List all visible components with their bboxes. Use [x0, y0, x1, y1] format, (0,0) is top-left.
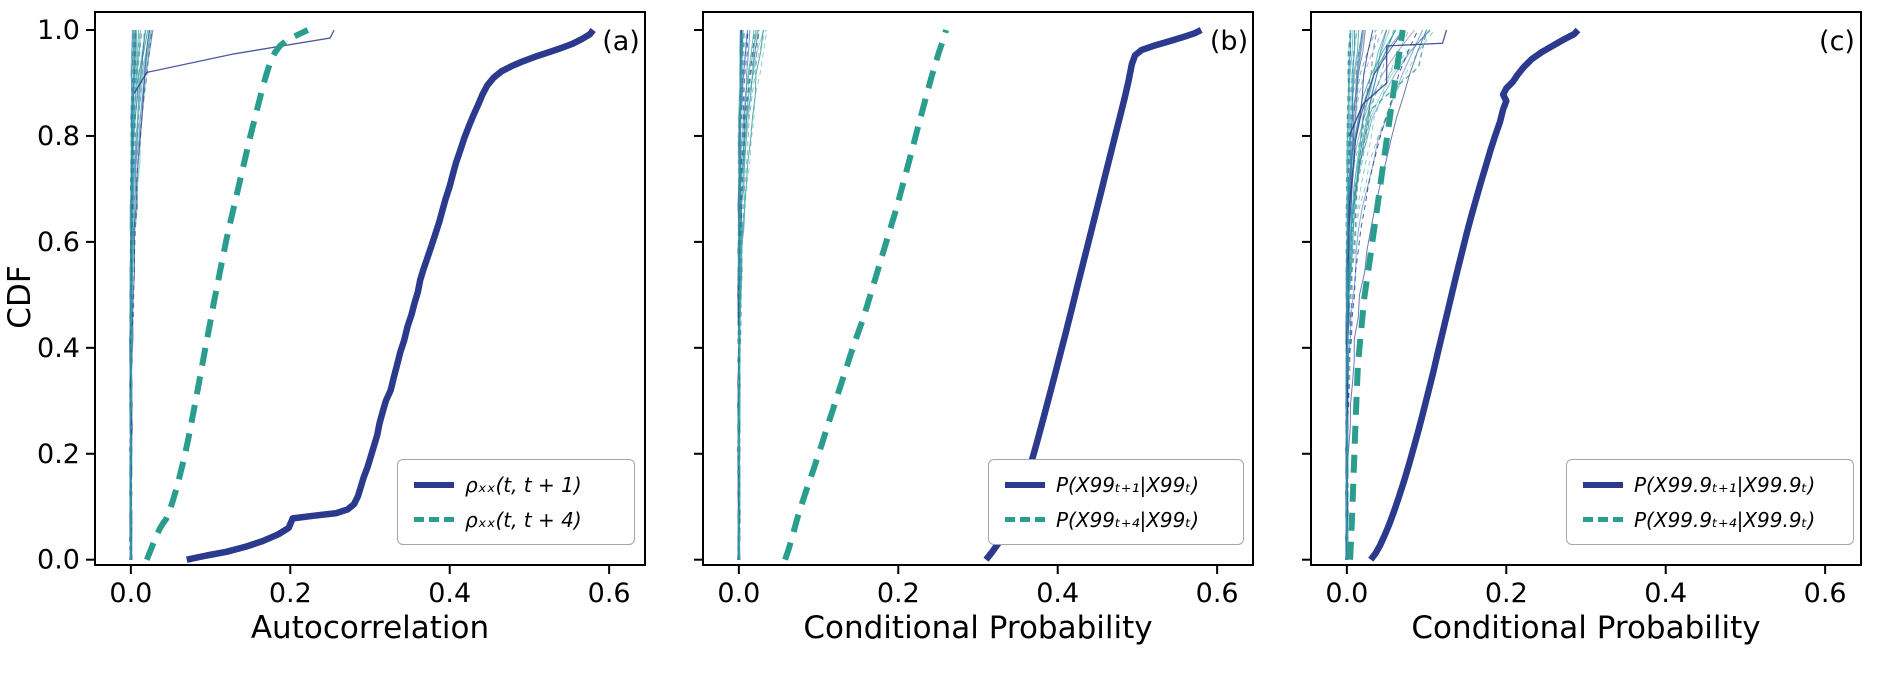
x-tick-label: 0.4: [428, 578, 471, 609]
y-tick-label: 0.0: [37, 545, 80, 576]
ensemble-line: [1345, 29, 1378, 560]
legend-swatch-solid-line: [414, 481, 454, 488]
ensemble-outlier-line: [1347, 29, 1428, 295]
panel-a-letter: (a): [602, 26, 640, 57]
ensemble-line: [1345, 29, 1435, 560]
legend-entry: P(X99.9ₜ₊₄|X99.9ₜ): [1583, 505, 1837, 534]
curve-layer: [129, 27, 596, 563]
legend-swatch-dashed-line: [414, 517, 454, 522]
panel-c-plot: 0.0 0.2 0.4 0.6: [1302, 11, 1862, 609]
ensemble-outlier-line: [133, 29, 335, 94]
panel-b-letter: (b): [1209, 26, 1249, 57]
ensemble-line: [737, 29, 748, 560]
legend-label: ρₓₓ(t, t + 4): [465, 507, 582, 532]
ensemble-line: [737, 29, 757, 560]
ensemble-line: [1346, 29, 1424, 560]
x-tick-label: 0.2: [877, 578, 920, 609]
ensemble-line: [737, 29, 760, 560]
ensemble-line: [1345, 29, 1431, 560]
axes-box: [702, 11, 1254, 566]
ensemble-line: [1345, 29, 1419, 560]
x-tick-label: 0.0: [109, 578, 152, 609]
legend-entry: P(X99ₜ₊₄|X99ₜ): [1005, 505, 1227, 534]
y-tick-label: 0.8: [37, 121, 80, 152]
panel-b-xlabel: Conditional Probability: [803, 610, 1153, 646]
panel-b-legend: P(X99ₜ₊₁|X99ₜ) P(X99ₜ₊₄|X99ₜ): [988, 459, 1244, 545]
x-tick-label: 0.0: [1325, 578, 1368, 609]
y-tick-label: 0.2: [37, 439, 80, 470]
ensemble-line: [1345, 29, 1431, 560]
ensemble-line: [737, 29, 755, 560]
panel-c-xlabel: Conditional Probability: [1411, 610, 1761, 646]
y-axis-label: CDF: [2, 265, 38, 329]
x-tick-label: 0.4: [1036, 578, 1079, 609]
panel-a-legend: ρₓₓ(t, t + 1) ρₓₓ(t, t + 4): [397, 459, 635, 545]
x-tick-label: 0.2: [269, 578, 312, 609]
x-tick-label: 0.6: [1196, 578, 1239, 609]
legend-label: P(X99.9ₜ₊₁|X99.9ₜ): [1634, 472, 1816, 497]
x-tick-label: 0.6: [1804, 578, 1847, 609]
legend-label: P(X99ₜ₊₁|X99ₜ): [1056, 472, 1200, 497]
x-tick-label: 0.2: [1485, 578, 1528, 609]
y-tick-label: 1.0: [37, 15, 80, 46]
cdf-curve-solid: [186, 28, 596, 563]
legend-swatch-dashed-line: [1583, 517, 1623, 522]
cdf-curve-dashed: [782, 29, 949, 561]
cdf-curve-dashed: [144, 27, 310, 561]
legend-entry: P(X99.9ₜ₊₁|X99.9ₜ): [1583, 470, 1837, 499]
legend-label: P(X99ₜ₊₄|X99ₜ): [1056, 507, 1200, 532]
curve-layer: [1345, 27, 1581, 562]
x-tick-label: 0.0: [717, 578, 760, 609]
legend-label: P(X99.9ₜ₊₄|X99.9ₜ): [1634, 507, 1816, 532]
legend-entry: ρₓₓ(t, t + 1): [414, 470, 618, 499]
panel-c-letter: (c): [1819, 26, 1855, 57]
ensemble-line: [1345, 29, 1363, 560]
panel-a-plot: 0.0 0.2 0.4 0.6 0.0 0.2 0.4 0.6 0.8 1.0: [37, 11, 646, 609]
axes-box: [94, 11, 646, 566]
legend-entry: ρₓₓ(t, t + 4): [414, 505, 618, 534]
axes-box: [1310, 11, 1862, 566]
legend-swatch-solid-line: [1583, 481, 1623, 488]
legend-swatch-dashed-line: [1005, 517, 1045, 522]
y-tick-label: 0.6: [37, 227, 80, 258]
legend-swatch-solid-line: [1005, 481, 1045, 488]
cdf-curve-dashed: [1347, 29, 1406, 560]
ensemble-line: [1345, 29, 1427, 560]
cdf-curve-solid: [1368, 27, 1581, 562]
y-tick-label: 0.4: [37, 333, 80, 364]
panel-a-xlabel: Autocorrelation: [250, 610, 490, 646]
x-tick-label: 0.6: [588, 578, 631, 609]
legend-label: ρₓₓ(t, t + 1): [465, 472, 582, 497]
x-tick-label: 0.4: [1644, 578, 1687, 609]
ensemble-outlier-line: [1348, 29, 1448, 137]
legend-entry: P(X99ₜ₊₁|X99ₜ): [1005, 470, 1227, 499]
ensemble-line: [737, 29, 767, 560]
ensemble-line: [737, 29, 745, 560]
ensemble-line: [129, 29, 136, 560]
panel-c-legend: P(X99.9ₜ₊₁|X99.9ₜ) P(X99.9ₜ₊₄|X99.9ₜ): [1566, 459, 1854, 545]
